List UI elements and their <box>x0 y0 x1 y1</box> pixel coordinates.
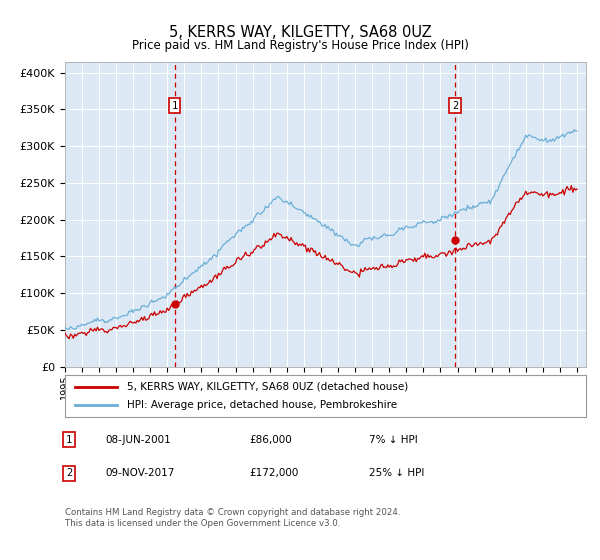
Text: 5, KERRS WAY, KILGETTY, SA68 0UZ: 5, KERRS WAY, KILGETTY, SA68 0UZ <box>169 25 431 40</box>
Text: 08-JUN-2001: 08-JUN-2001 <box>105 435 171 445</box>
Text: 2: 2 <box>66 468 72 478</box>
Text: 25% ↓ HPI: 25% ↓ HPI <box>369 468 424 478</box>
Text: £172,000: £172,000 <box>249 468 298 478</box>
Text: Contains HM Land Registry data © Crown copyright and database right 2024.
This d: Contains HM Land Registry data © Crown c… <box>65 508 400 528</box>
Text: HPI: Average price, detached house, Pembrokeshire: HPI: Average price, detached house, Pemb… <box>127 400 397 410</box>
Text: Price paid vs. HM Land Registry's House Price Index (HPI): Price paid vs. HM Land Registry's House … <box>131 39 469 52</box>
Text: 2: 2 <box>452 101 458 111</box>
Text: 09-NOV-2017: 09-NOV-2017 <box>105 468 175 478</box>
Text: £86,000: £86,000 <box>249 435 292 445</box>
Text: 1: 1 <box>172 101 178 111</box>
Text: 5, KERRS WAY, KILGETTY, SA68 0UZ (detached house): 5, KERRS WAY, KILGETTY, SA68 0UZ (detach… <box>127 382 409 392</box>
Text: 1: 1 <box>66 435 72 445</box>
Text: 7% ↓ HPI: 7% ↓ HPI <box>369 435 418 445</box>
